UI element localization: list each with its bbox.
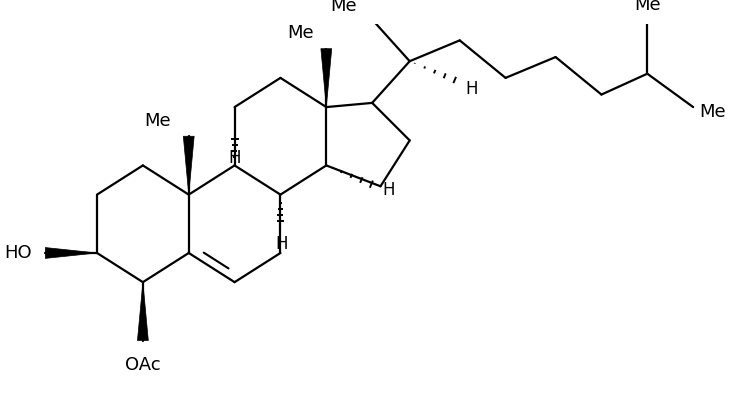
Text: Me: Me (330, 0, 357, 15)
Text: H: H (382, 181, 395, 199)
Text: H: H (276, 235, 288, 253)
Polygon shape (45, 247, 97, 258)
Text: HO: HO (4, 244, 32, 262)
Text: H: H (228, 149, 240, 167)
Text: Me: Me (287, 24, 314, 42)
Text: Me: Me (634, 0, 661, 14)
Text: Me: Me (699, 103, 726, 121)
Text: Me: Me (144, 112, 170, 130)
Polygon shape (137, 282, 148, 340)
Text: H: H (466, 80, 478, 98)
Text: OAc: OAc (125, 356, 161, 373)
Polygon shape (183, 136, 194, 194)
Polygon shape (321, 49, 332, 107)
